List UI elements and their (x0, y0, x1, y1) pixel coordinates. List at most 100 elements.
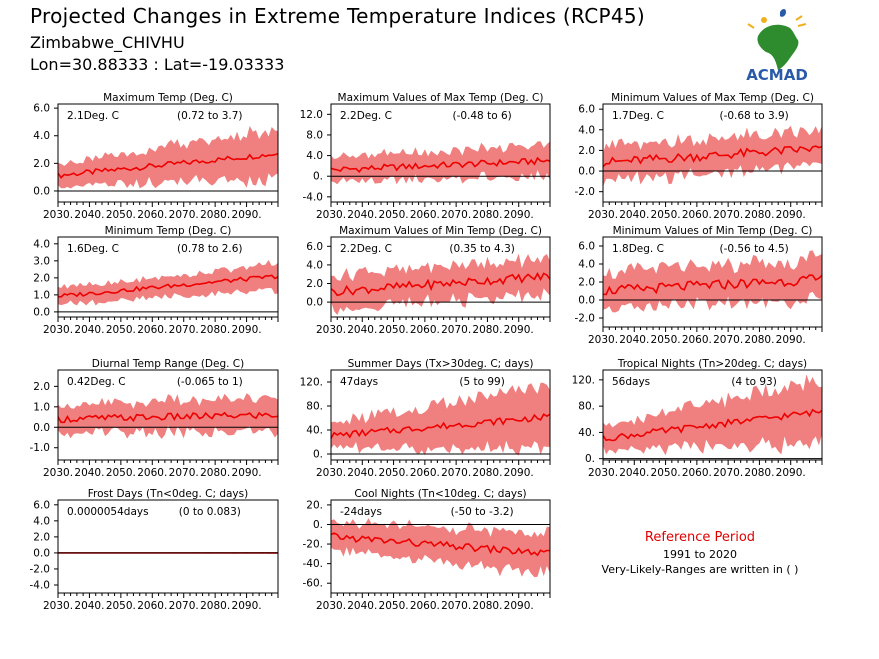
x-tick-label: 2090. (504, 467, 534, 479)
x-tick-label: 2070. (441, 324, 471, 336)
x-tick-label: 2080. (200, 209, 230, 221)
y-tick-label: 6.0 (306, 241, 323, 253)
range-band (58, 260, 278, 306)
x-tick-label: 2040. (619, 467, 649, 479)
chart-title: Tropical Nights (Tn>20deg. C; days) (617, 358, 807, 370)
y-tick-label: 6.0 (33, 499, 50, 511)
mean-line (331, 156, 550, 173)
x-tick-label: 2070. (713, 209, 743, 221)
x-tick-label: 2060. (137, 467, 167, 479)
y-tick-label: 4.0 (578, 124, 595, 136)
x-tick-label: 2090. (232, 324, 262, 336)
chart-title: Maximum Values of Min Temp (Deg. C) (339, 225, 542, 237)
range-band (331, 382, 550, 456)
chart-panel-4: 0.0 1.0 2.0 3.0 4.0 2030. 2040. 2050. 2060. 2070.… (33, 225, 279, 336)
mean-line (331, 272, 550, 297)
y-tick-label: 4.0 (306, 150, 323, 162)
mean-line (58, 411, 278, 424)
x-tick-label: 2070. (441, 467, 471, 479)
x-tick-label: 2080. (744, 467, 774, 479)
mean-line (603, 408, 822, 442)
x-tick-label: 2080. (744, 334, 774, 346)
x-tick-label: 2040. (74, 209, 104, 221)
y-tick-label: 0.0 (33, 547, 50, 559)
y-tick-label: -60. (303, 578, 324, 590)
x-tick-label: 2070. (713, 467, 743, 479)
change-value-label: 47days (340, 376, 378, 388)
x-tick-label: 2040. (74, 324, 104, 336)
reference-period-title: Reference Period (644, 530, 756, 545)
mean-line (58, 152, 278, 179)
x-tick-label: 2040. (619, 334, 649, 346)
y-tick-label: -4.0 (30, 579, 51, 591)
chart-panel-3: -2.0 0.0 2.0 4.0 6.0 2030. 2040. 2050. 2060. 2070… (575, 92, 823, 221)
y-tick-label: 3.0 (33, 255, 50, 267)
x-tick-label: 2090. (776, 209, 806, 221)
station-coordinates: Lon=30.88333 : Lat=-19.03333 (30, 55, 285, 74)
x-tick-label: 2080. (200, 467, 230, 479)
y-tick-label: 40. (578, 427, 595, 439)
x-tick-label: 2070. (169, 209, 199, 221)
y-tick-label: 12.0 (300, 109, 323, 121)
change-value-label: 0.42Deg. C (67, 376, 126, 388)
likely-range-label: (-0.56 to 4.5) (719, 243, 788, 255)
y-tick-label: 1.0 (33, 401, 50, 413)
x-tick-label: 2030. (588, 334, 618, 346)
x-tick-label: 2060. (410, 324, 440, 336)
x-tick-label: 2030. (316, 324, 346, 336)
change-value-label: 2.2Deg. C (340, 243, 392, 255)
plot-frame (330, 499, 551, 594)
likely-range-label: (0.35 to 4.3) (449, 243, 515, 255)
chart-panel-11: -60. -40. -20. 0. 20. 2030. 2040. 2050. 2060. 207… (303, 488, 551, 612)
x-tick-label: 2060. (682, 334, 712, 346)
plot-frame (602, 103, 823, 203)
chart-panel-1: 0.0 2.0 4.0 6.0 2030. 2040. 2050. 2060. 2070. 208… (33, 92, 279, 221)
plot-frame (330, 103, 551, 203)
x-tick-label: 2050. (379, 600, 409, 612)
x-tick-label: 2030. (43, 324, 73, 336)
x-tick-label: 2080. (744, 209, 774, 221)
x-tick-label: 2030. (43, 467, 73, 479)
plot-frame (57, 369, 279, 461)
chart-title: Minimum Values of Max Temp (Deg. C) (611, 92, 814, 104)
y-tick-label: -2.0 (575, 186, 596, 198)
change-value-label: 1.6Deg. C (67, 243, 119, 255)
x-tick-label: 2030. (316, 467, 346, 479)
change-value-label: 0.0000054days (67, 506, 149, 518)
x-tick-label: 2040. (74, 467, 104, 479)
range-band (603, 125, 822, 187)
x-tick-label: 2050. (106, 467, 136, 479)
y-tick-label: 0.0 (33, 306, 50, 318)
range-band (331, 518, 550, 578)
chart-panel-2: -4.0 0. 4.0 8.0 12.0 2030. 2040. 2050. 2060. 2070… (300, 92, 551, 221)
chart-title: Summer Days (Tx>30deg. C; days) (348, 358, 534, 370)
reference-period-note: Very-Likely-Ranges are written in ( ) (601, 563, 799, 576)
y-tick-label: 80. (306, 401, 323, 413)
x-tick-label: 2050. (106, 209, 136, 221)
y-tick-label: 40. (306, 425, 323, 437)
x-tick-label: 2050. (651, 467, 681, 479)
y-tick-label: -1.0 (30, 442, 51, 454)
chart-title: Diurnal Temp Range (Deg. C) (92, 358, 244, 370)
chart-title: Minimum Temp (Deg. C) (105, 225, 232, 237)
y-tick-label: 0.0 (33, 185, 50, 197)
chart-panel-9: 0. 40. 80. 120. 2030. 2040. 2050. 2060. 2070. 208… (572, 358, 823, 479)
x-tick-label: 2060. (410, 600, 440, 612)
y-tick-label: 0.0 (578, 166, 595, 178)
chart-panel-5: 0.0 2.0 4.0 6.0 2030. 2040. 2050. 2060. 2070. 208… (306, 225, 551, 336)
range-band (603, 250, 822, 313)
x-tick-label: 2090. (232, 600, 262, 612)
likely-range-label: (4 to 93) (731, 376, 776, 388)
plot-frame (330, 369, 551, 461)
range-band (331, 253, 550, 315)
x-tick-label: 2060. (137, 209, 167, 221)
x-tick-label: 2070. (169, 324, 199, 336)
y-tick-label: 4.0 (306, 259, 323, 271)
y-tick-label: 0.0 (306, 297, 323, 309)
likely-range-label: (0.78 to 2.6) (177, 243, 243, 255)
station-name: Zimbabwe_CHIVHU (30, 33, 185, 52)
chart-title: Maximum Temp (Deg. C) (103, 92, 233, 104)
y-tick-label: 4.0 (33, 130, 50, 142)
y-tick-label: 6.0 (578, 104, 595, 116)
change-value-label: 56days (612, 376, 650, 388)
